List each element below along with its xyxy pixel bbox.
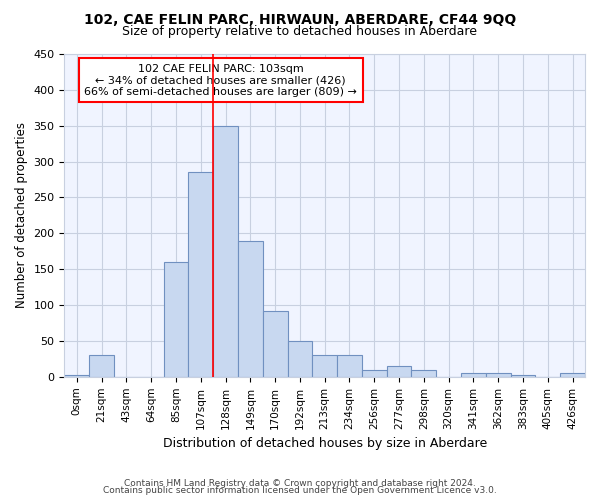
Bar xyxy=(164,262,188,377)
Bar xyxy=(313,356,337,377)
Bar xyxy=(238,240,263,377)
Bar xyxy=(386,366,412,377)
Bar xyxy=(64,374,89,377)
Bar xyxy=(412,370,436,377)
Y-axis label: Number of detached properties: Number of detached properties xyxy=(15,122,28,308)
Bar xyxy=(213,126,238,377)
Text: Contains public sector information licensed under the Open Government Licence v3: Contains public sector information licen… xyxy=(103,486,497,495)
X-axis label: Distribution of detached houses by size in Aberdare: Distribution of detached houses by size … xyxy=(163,437,487,450)
Bar xyxy=(337,356,362,377)
Bar xyxy=(362,370,386,377)
Bar xyxy=(89,356,114,377)
Text: Contains HM Land Registry data © Crown copyright and database right 2024.: Contains HM Land Registry data © Crown c… xyxy=(124,478,476,488)
Bar xyxy=(486,373,511,377)
Bar xyxy=(560,373,585,377)
Text: 102, CAE FELIN PARC, HIRWAUN, ABERDARE, CF44 9QQ: 102, CAE FELIN PARC, HIRWAUN, ABERDARE, … xyxy=(84,12,516,26)
Bar xyxy=(188,172,213,377)
Text: 102 CAE FELIN PARC: 103sqm
← 34% of detached houses are smaller (426)
66% of sem: 102 CAE FELIN PARC: 103sqm ← 34% of deta… xyxy=(84,64,357,97)
Text: Size of property relative to detached houses in Aberdare: Size of property relative to detached ho… xyxy=(122,25,478,38)
Bar xyxy=(287,341,313,377)
Bar xyxy=(461,373,486,377)
Bar xyxy=(263,311,287,377)
Bar xyxy=(511,376,535,377)
